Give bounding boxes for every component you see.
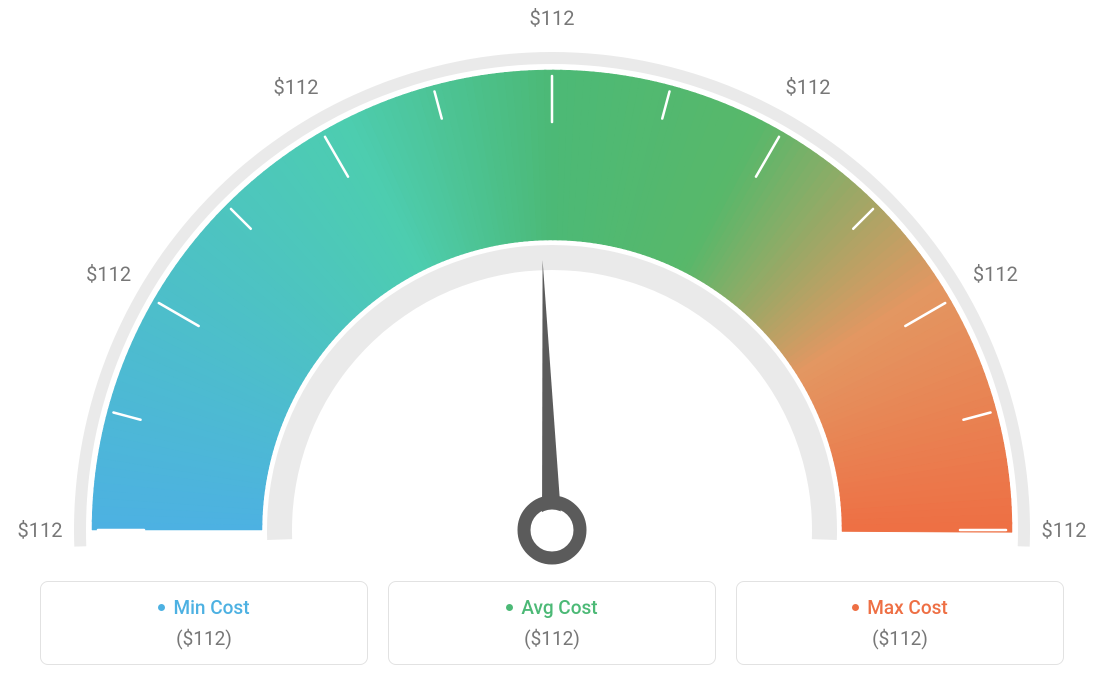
- gauge-tick-label: $112: [973, 262, 1018, 286]
- gauge-tick-label: $112: [1042, 518, 1087, 542]
- legend-value-max: ($112): [737, 627, 1063, 650]
- gauge-tick-label: $112: [18, 518, 63, 542]
- gauge-tick-label: $112: [530, 6, 575, 30]
- legend-box-max: Max Cost ($112): [736, 581, 1064, 665]
- legend-label-min-text: Min Cost: [173, 596, 249, 619]
- legend-label-min: Min Cost: [158, 596, 249, 619]
- gauge-tick-label: $112: [786, 75, 831, 99]
- gauge-area: $112$112$112$112$112$112$112: [0, 10, 1104, 570]
- legend-value-avg: ($112): [389, 627, 715, 650]
- legend-box-min: Min Cost ($112): [40, 581, 368, 665]
- gauge-svg: [0, 10, 1104, 570]
- legend-box-avg: Avg Cost ($112): [388, 581, 716, 665]
- legend-label-max: Max Cost: [852, 596, 947, 619]
- legend-label-avg-text: Avg Cost: [521, 596, 597, 619]
- gauge-tick-label: $112: [274, 75, 319, 99]
- gauge-chart-container: $112 $112 $112 $112 $112 $112 $112 Min Cost ($…: [0, 0, 1104, 690]
- legend-row: Min Cost ($112) Avg Cost ($112) Max Cost…: [40, 581, 1064, 665]
- legend-value-min: ($112): [41, 627, 367, 650]
- legend-label-max-text: Max Cost: [867, 596, 947, 619]
- legend-label-avg: Avg Cost: [506, 596, 597, 619]
- gauge-tick-label: $112: [86, 262, 131, 286]
